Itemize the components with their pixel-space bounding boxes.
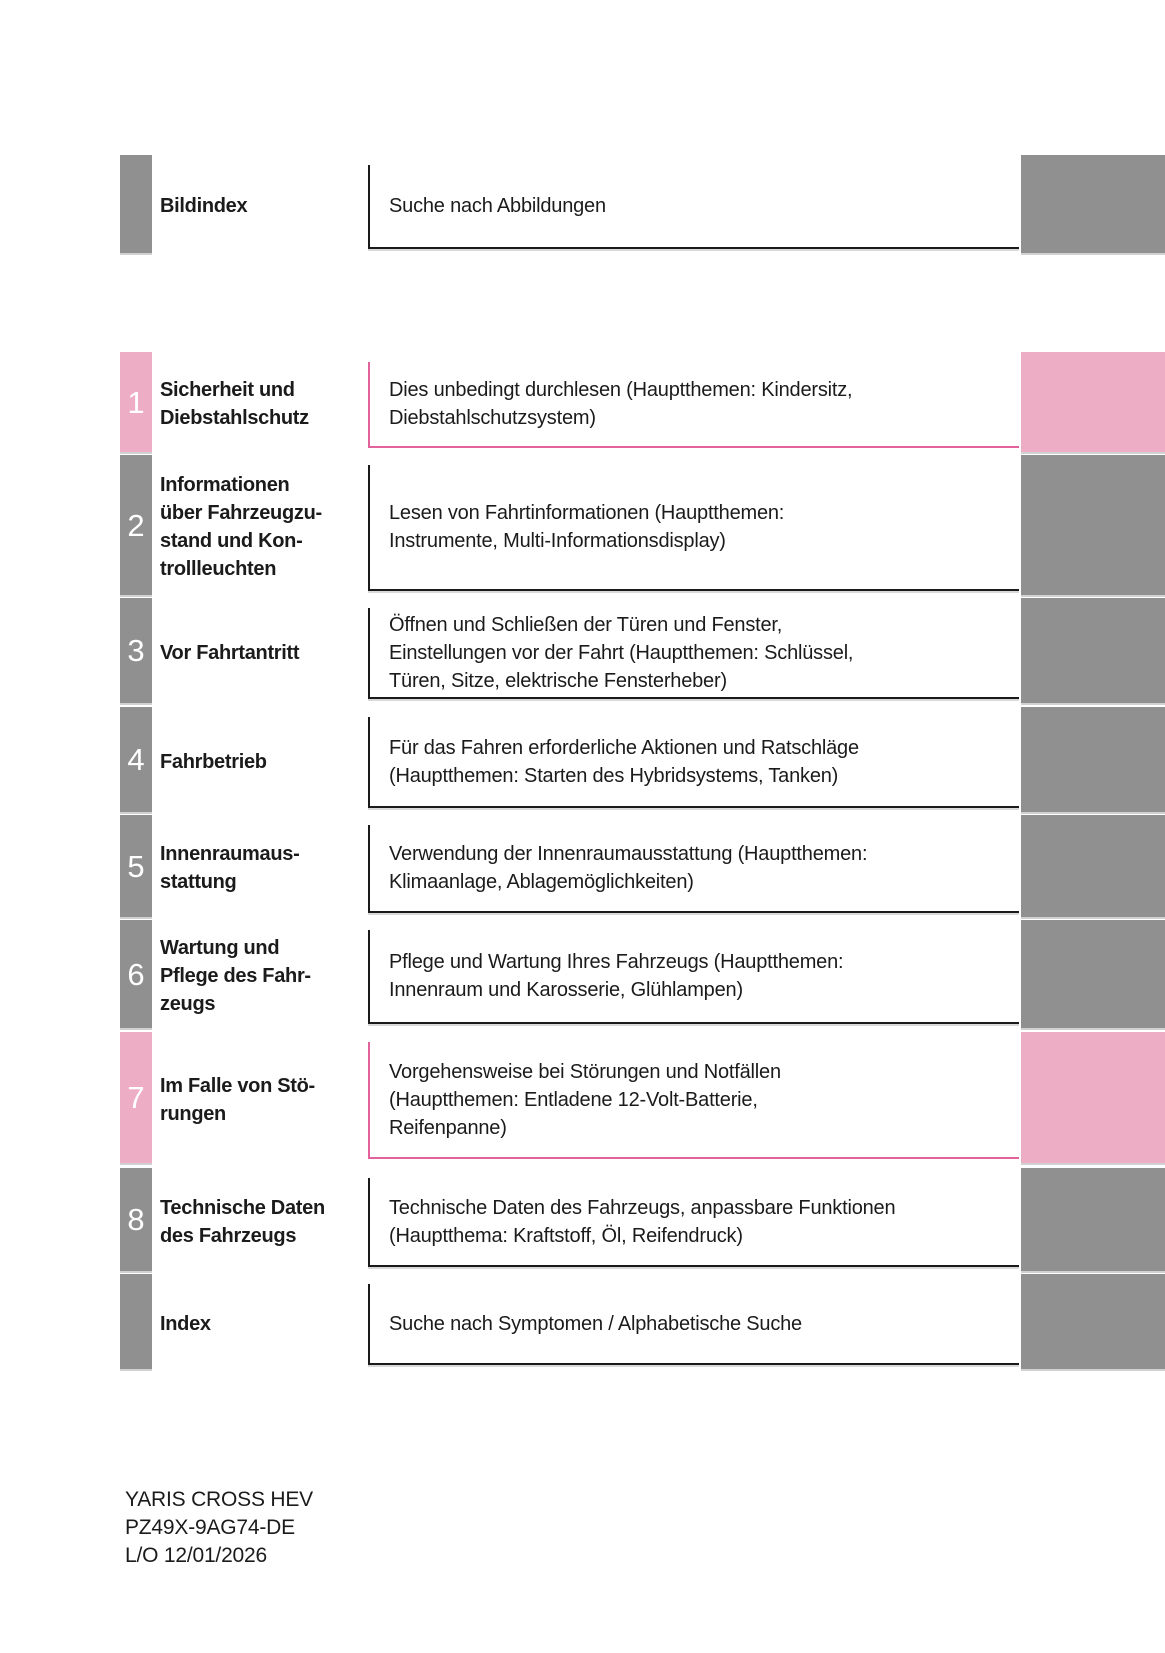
- thumb-index-block: [1021, 1168, 1165, 1271]
- chapter-description-box: Suche nach Abbildungen: [368, 165, 1019, 249]
- chapter-tab: 5: [120, 815, 152, 917]
- chapter-description: Lesen von Fahrtinformationen (Haupttheme…: [389, 502, 785, 552]
- chapter-title: Informationen über Fahrzeugzu- stand und…: [160, 474, 322, 580]
- toc-row-5: 5 Innenraumaus- stattung Verwendung der …: [0, 815, 1165, 917]
- chapter-description: Technische Daten des Fahrzeugs, anpassba…: [389, 1196, 896, 1247]
- chapter-title: Im Falle von Stö- rungen: [160, 1074, 315, 1125]
- chapter-title: Vor Fahrtantritt: [160, 641, 300, 664]
- chapter-number: 8: [127, 1202, 145, 1237]
- thumb-index-block: [1021, 455, 1165, 595]
- chapter-description-box: Pflege und Wartung Ihres Fahrzeugs (Haup…: [368, 930, 1019, 1024]
- chapter-title: Bildindex: [160, 195, 248, 217]
- chapter-description: Pflege und Wartung Ihres Fahrzeugs (Haup…: [389, 951, 844, 1001]
- chapter-tab: 1: [120, 352, 152, 452]
- chapter-number: 5: [127, 848, 145, 884]
- thumb-index-block: [1021, 1032, 1165, 1163]
- chapter-description: Dies unbedingt durchlesen (Hauptthemen: …: [389, 379, 853, 429]
- chapter-tab: [120, 155, 152, 253]
- chapter-number: 2: [127, 507, 145, 543]
- print-code-block: YARIS CROSS HEV PZ49X-9AG74-DE L/O 12/01…: [125, 1486, 313, 1570]
- thumb-index-block: [1021, 920, 1165, 1028]
- thumb-index-block: [1021, 1274, 1165, 1369]
- chapter-tab: 4: [120, 707, 152, 812]
- chapter-number: 6: [127, 956, 145, 992]
- chapter-tab: 2: [120, 455, 152, 595]
- chapter-description-box: Lesen von Fahrtinformationen (Haupttheme…: [368, 465, 1019, 591]
- toc-row-4: 4 Fahrbetrieb Für das Fahren erforderlic…: [0, 707, 1165, 812]
- chapter-tab: 8: [120, 1168, 152, 1271]
- thumb-index-block: [1021, 815, 1165, 917]
- toc-row-index: Index Suche nach Symptomen / Alphabetisc…: [0, 1274, 1165, 1369]
- model-name: YARIS CROSS HEV: [125, 1488, 313, 1511]
- chapter-description-box: Öffnen und Schließen der Türen und Fenst…: [368, 608, 1019, 699]
- chapter-description: Öffnen und Schließen der Türen und Fenst…: [389, 613, 854, 692]
- chapter-title: Wartung und Pflege des Fahr- zeugs: [160, 937, 311, 1015]
- part-number: PZ49X-9AG74-DE: [125, 1516, 295, 1539]
- thumb-index-block: [1021, 352, 1165, 452]
- chapter-number: 4: [127, 742, 145, 777]
- chapter-title: Sicherheit und Diebstahlschutz: [160, 379, 309, 429]
- toc-row-1: 1 Sicherheit und Diebstahlschutz Dies un…: [0, 352, 1165, 452]
- chapter-tab: 6: [120, 920, 152, 1028]
- toc-row-6: 6 Wartung und Pflege des Fahr- zeugs Pfl…: [0, 920, 1165, 1028]
- chapter-description-box: Dies unbedingt durchlesen (Hauptthemen: …: [368, 362, 1019, 448]
- chapter-number: 1: [127, 384, 145, 420]
- thumb-index-block: [1021, 155, 1165, 253]
- toc-row-3: 3 Vor Fahrtantritt Öffnen und Schließen …: [0, 598, 1165, 703]
- chapter-tab: [120, 1274, 152, 1369]
- chapter-description-box: Vorgehensweise bei Störungen und Notfäll…: [368, 1042, 1019, 1159]
- chapter-description-box: Technische Daten des Fahrzeugs, anpassba…: [368, 1178, 1019, 1267]
- toc-row-8: 8 Technische Daten des Fahrzeugs Technis…: [0, 1168, 1165, 1271]
- chapter-number: 7: [127, 1080, 145, 1115]
- chapter-title: Technische Daten des Fahrzeugs: [160, 1196, 325, 1247]
- thumb-index-block: [1021, 598, 1165, 703]
- chapter-description: Für das Fahren erforderliche Aktionen un…: [389, 736, 859, 787]
- chapter-title: Innenraumaus- stattung: [160, 843, 300, 893]
- chapter-description-box: Suche nach Symptomen / Alphabetische Suc…: [368, 1284, 1019, 1365]
- chapter-description-box: Verwendung der Innenraumausstattung (Hau…: [368, 825, 1019, 913]
- chapter-description: Suche nach Symptomen / Alphabetische Suc…: [389, 1312, 802, 1335]
- layout-date: L/O 12/01/2026: [125, 1544, 267, 1567]
- chapter-description: Suche nach Abbildungen: [389, 195, 606, 217]
- chapter-tab: 7: [120, 1032, 152, 1163]
- toc-row-2: 2 Informationen über Fahrzeugzu- stand u…: [0, 455, 1165, 595]
- chapter-title: Index: [160, 1312, 211, 1335]
- chapter-description-box: Für das Fahren erforderliche Aktionen un…: [368, 717, 1019, 808]
- toc-row-7: 7 Im Falle von Stö- rungen Vorgehensweis…: [0, 1032, 1165, 1163]
- chapter-tab: 3: [120, 598, 152, 703]
- chapter-description: Vorgehensweise bei Störungen und Notfäll…: [389, 1060, 781, 1139]
- chapter-number: 3: [127, 633, 145, 668]
- chapter-title: Fahrbetrieb: [160, 750, 267, 773]
- toc-row-bildindex: Bildindex Suche nach Abbildungen: [0, 155, 1165, 253]
- thumb-index-block: [1021, 707, 1165, 812]
- chapter-description: Verwendung der Innenraumausstattung (Hau…: [389, 843, 868, 893]
